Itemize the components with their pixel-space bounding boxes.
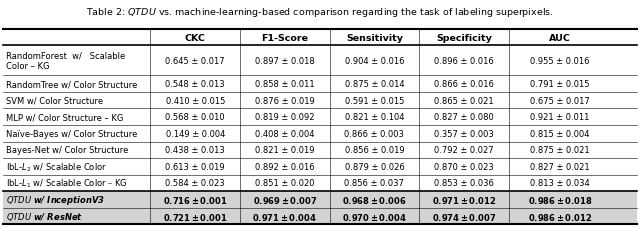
Text: RandomForest  w/   Scalable
Color – KG: RandomForest w/ Scalable Color – KG: [6, 52, 125, 71]
Text: 0.875 ± 0.014: 0.875 ± 0.014: [344, 80, 404, 89]
Text: $\mathbf{0.969\pm0.007}$: $\mathbf{0.969\pm0.007}$: [253, 194, 317, 205]
Text: Specificity: Specificity: [436, 33, 492, 43]
Text: AUC: AUC: [549, 33, 571, 43]
Text: 0.675 ± 0.017: 0.675 ± 0.017: [530, 96, 590, 105]
Text: 0.584 ± 0.023: 0.584 ± 0.023: [165, 179, 225, 188]
Text: 0.410 ± 0.015: 0.410 ± 0.015: [166, 96, 225, 105]
Text: 0.875 ± 0.021: 0.875 ± 0.021: [530, 146, 590, 155]
Text: $QTDU$ w/ ResNet: $QTDU$ w/ ResNet: [6, 210, 83, 222]
Text: 0.896 ± 0.016: 0.896 ± 0.016: [434, 57, 494, 65]
Text: 0.568 ± 0.010: 0.568 ± 0.010: [165, 113, 225, 122]
Text: 0.813 ± 0.034: 0.813 ± 0.034: [530, 179, 590, 188]
Text: 0.856 ± 0.019: 0.856 ± 0.019: [344, 146, 404, 155]
Text: 0.856 ± 0.037: 0.856 ± 0.037: [344, 179, 404, 188]
Text: IbL-$L_1$ w/ Scalable Color – KG: IbL-$L_1$ w/ Scalable Color – KG: [6, 177, 128, 189]
Text: 0.821 ± 0.019: 0.821 ± 0.019: [255, 146, 314, 155]
Text: 0.408 ± 0.004: 0.408 ± 0.004: [255, 129, 314, 138]
Text: 0.149 ± 0.004: 0.149 ± 0.004: [166, 129, 225, 138]
Text: 0.791 ± 0.015: 0.791 ± 0.015: [531, 80, 589, 89]
Text: MLP w/ Color Structure – KG: MLP w/ Color Structure – KG: [6, 113, 124, 122]
Text: 0.866 ± 0.003: 0.866 ± 0.003: [344, 129, 404, 138]
Text: 0.892 ± 0.016: 0.892 ± 0.016: [255, 162, 315, 171]
Text: IbL-$L_2$ w/ Scalable Color: IbL-$L_2$ w/ Scalable Color: [6, 161, 108, 173]
Text: Sensitivity: Sensitivity: [346, 33, 403, 43]
Text: 0.853 ± 0.036: 0.853 ± 0.036: [434, 179, 494, 188]
Text: $\mathbf{0.721\pm0.001}$: $\mathbf{0.721\pm0.001}$: [163, 211, 228, 222]
Text: 0.827 ± 0.080: 0.827 ± 0.080: [434, 113, 494, 122]
Text: 0.821 ± 0.104: 0.821 ± 0.104: [345, 113, 404, 122]
Text: 0.591 ± 0.015: 0.591 ± 0.015: [345, 96, 404, 105]
Text: Table 2: $QTDU$ vs. machine-learning-based comparison regarding the task of labe: Table 2: $QTDU$ vs. machine-learning-bas…: [86, 6, 554, 19]
Text: $\mathbf{0.971\pm0.004}$: $\mathbf{0.971\pm0.004}$: [252, 211, 317, 222]
Text: 0.866 ± 0.016: 0.866 ± 0.016: [434, 80, 494, 89]
Text: 0.548 ± 0.013: 0.548 ± 0.013: [165, 80, 225, 89]
Text: F1-Score: F1-Score: [261, 33, 308, 43]
Text: 0.904 ± 0.016: 0.904 ± 0.016: [345, 57, 404, 65]
Text: 0.851 ± 0.020: 0.851 ± 0.020: [255, 179, 314, 188]
Text: $\mathbf{0.716\pm0.001}$: $\mathbf{0.716\pm0.001}$: [163, 194, 228, 205]
Text: $QTDU$ w/ InceptionV3: $QTDU$ w/ InceptionV3: [6, 193, 106, 206]
Text: 0.438 ± 0.013: 0.438 ± 0.013: [165, 146, 225, 155]
Text: $\mathbf{0.986\pm0.012}$: $\mathbf{0.986\pm0.012}$: [528, 211, 592, 222]
Text: Naïve-Bayes w/ Color Structure: Naïve-Bayes w/ Color Structure: [6, 129, 138, 138]
Text: 0.858 ± 0.011: 0.858 ± 0.011: [255, 80, 315, 89]
Text: 0.792 ± 0.027: 0.792 ± 0.027: [434, 146, 494, 155]
Text: $\mathbf{0.968\pm0.006}$: $\mathbf{0.968\pm0.006}$: [342, 194, 407, 205]
Text: 0.921 ± 0.011: 0.921 ± 0.011: [531, 113, 589, 122]
Text: 0.645 ± 0.017: 0.645 ± 0.017: [165, 57, 225, 65]
Text: 0.876 ± 0.019: 0.876 ± 0.019: [255, 96, 315, 105]
Text: CKC: CKC: [185, 33, 205, 43]
Text: 0.815 ± 0.004: 0.815 ± 0.004: [531, 129, 589, 138]
Text: RandomTree w/ Color Structure: RandomTree w/ Color Structure: [6, 80, 138, 89]
Text: 0.357 ± 0.003: 0.357 ± 0.003: [434, 129, 494, 138]
Text: 0.819 ± 0.092: 0.819 ± 0.092: [255, 113, 314, 122]
Text: 0.865 ± 0.021: 0.865 ± 0.021: [434, 96, 494, 105]
Text: SVM w/ Color Structure: SVM w/ Color Structure: [6, 96, 104, 105]
Text: $\mathbf{0.986\pm0.018}$: $\mathbf{0.986\pm0.018}$: [527, 194, 593, 205]
Text: 0.879 ± 0.026: 0.879 ± 0.026: [344, 162, 404, 171]
Text: 0.613 ± 0.019: 0.613 ± 0.019: [165, 162, 225, 171]
Text: $\mathbf{0.970\pm0.004}$: $\mathbf{0.970\pm0.004}$: [342, 211, 407, 222]
Text: 0.870 ± 0.023: 0.870 ± 0.023: [434, 162, 494, 171]
Text: 0.955 ± 0.016: 0.955 ± 0.016: [531, 57, 589, 65]
Text: $\mathbf{0.971\pm0.012}$: $\mathbf{0.971\pm0.012}$: [432, 194, 496, 205]
Text: $\mathbf{0.974\pm0.007}$: $\mathbf{0.974\pm0.007}$: [432, 211, 496, 222]
Text: 0.897 ± 0.018: 0.897 ± 0.018: [255, 57, 315, 65]
Text: 0.827 ± 0.021: 0.827 ± 0.021: [530, 162, 590, 171]
Text: Bayes-Net w/ Color Structure: Bayes-Net w/ Color Structure: [6, 146, 129, 155]
